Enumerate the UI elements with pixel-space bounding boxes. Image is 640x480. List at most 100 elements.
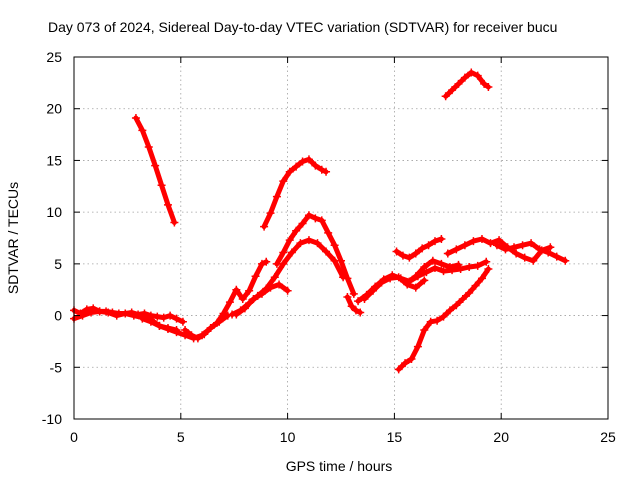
data-point — [232, 310, 241, 319]
data-point — [304, 155, 313, 164]
data-point — [262, 257, 271, 266]
data-point — [411, 249, 420, 258]
data-point — [144, 142, 153, 151]
x-axis-label: GPS time / hours — [286, 458, 393, 474]
data-point — [456, 265, 465, 274]
data-point — [311, 214, 320, 223]
data-point — [411, 283, 420, 292]
data-point — [439, 267, 448, 276]
data-point — [104, 308, 113, 317]
data-point — [112, 311, 121, 320]
data-point — [270, 273, 279, 282]
data-point — [163, 200, 172, 209]
x-tick-label: 5 — [177, 429, 185, 445]
data-point — [292, 226, 301, 235]
data-point — [437, 259, 446, 268]
data-point — [322, 247, 331, 256]
data-point — [172, 314, 181, 323]
data-point — [324, 228, 333, 237]
data-point — [473, 71, 482, 80]
x-tick-label: 15 — [387, 429, 403, 445]
data-point — [441, 92, 450, 101]
data-point — [484, 82, 493, 91]
data-point — [146, 317, 155, 326]
data-point — [283, 286, 292, 295]
series-arc15 — [394, 265, 493, 374]
data-point — [317, 165, 326, 174]
data-point — [129, 311, 138, 320]
series-arc16 — [441, 68, 493, 101]
data-point — [317, 216, 326, 225]
series-arc5 — [181, 257, 271, 343]
data-point — [213, 318, 222, 327]
y-tick-label: -10 — [42, 411, 62, 427]
data-point — [473, 261, 482, 270]
y-tick-label: -5 — [50, 359, 63, 375]
data-point — [251, 272, 260, 281]
data-point — [486, 239, 495, 248]
data-point — [296, 239, 305, 248]
series-arc3 — [131, 114, 179, 227]
series-line — [344, 294, 363, 315]
data-point — [420, 326, 429, 335]
series-arc8 — [260, 155, 331, 231]
data-point — [518, 241, 527, 250]
data-point — [418, 244, 427, 253]
data-point — [272, 259, 281, 268]
data-point — [460, 241, 469, 250]
data-point — [458, 295, 467, 304]
data-point — [351, 306, 360, 315]
data-point — [178, 317, 187, 326]
data-series — [70, 68, 570, 374]
data-point — [495, 236, 504, 245]
data-point — [330, 241, 339, 250]
data-point — [304, 236, 313, 245]
data-point — [260, 222, 269, 231]
series-arc9 — [272, 211, 358, 298]
data-point — [121, 309, 130, 318]
data-point — [337, 256, 345, 265]
data-point — [452, 245, 461, 254]
data-point — [257, 259, 266, 268]
data-point — [343, 292, 352, 301]
x-tick-label: 0 — [70, 429, 78, 445]
data-point — [445, 306, 454, 315]
data-point — [298, 157, 307, 166]
data-point — [480, 79, 489, 88]
data-point — [159, 313, 168, 322]
data-point — [206, 323, 215, 332]
data-point — [492, 241, 501, 250]
data-point — [443, 249, 452, 258]
data-point — [249, 295, 258, 304]
data-point — [232, 285, 241, 294]
data-point — [433, 316, 442, 325]
data-point — [430, 237, 439, 246]
data-point — [520, 253, 529, 262]
data-point — [527, 239, 536, 248]
data-point — [349, 289, 358, 298]
data-point — [153, 312, 162, 321]
y-tick-label: 5 — [54, 256, 62, 272]
data-point — [245, 286, 254, 295]
data-point — [163, 325, 172, 334]
data-point — [279, 248, 288, 257]
data-point — [193, 334, 202, 343]
data-point — [257, 289, 266, 298]
y-tick-label: 20 — [46, 101, 62, 117]
y-tick-label: 15 — [46, 152, 62, 168]
data-point — [471, 281, 480, 290]
data-point — [460, 73, 469, 82]
data-point — [482, 257, 491, 266]
data-point — [401, 359, 410, 368]
data-point — [181, 326, 190, 335]
data-point — [426, 317, 435, 326]
data-point — [219, 309, 228, 318]
data-point — [240, 304, 249, 313]
data-point — [138, 126, 147, 135]
data-point — [386, 274, 395, 283]
data-point — [454, 79, 463, 88]
data-point — [398, 251, 407, 260]
data-point — [200, 330, 209, 339]
data-point — [501, 245, 510, 254]
